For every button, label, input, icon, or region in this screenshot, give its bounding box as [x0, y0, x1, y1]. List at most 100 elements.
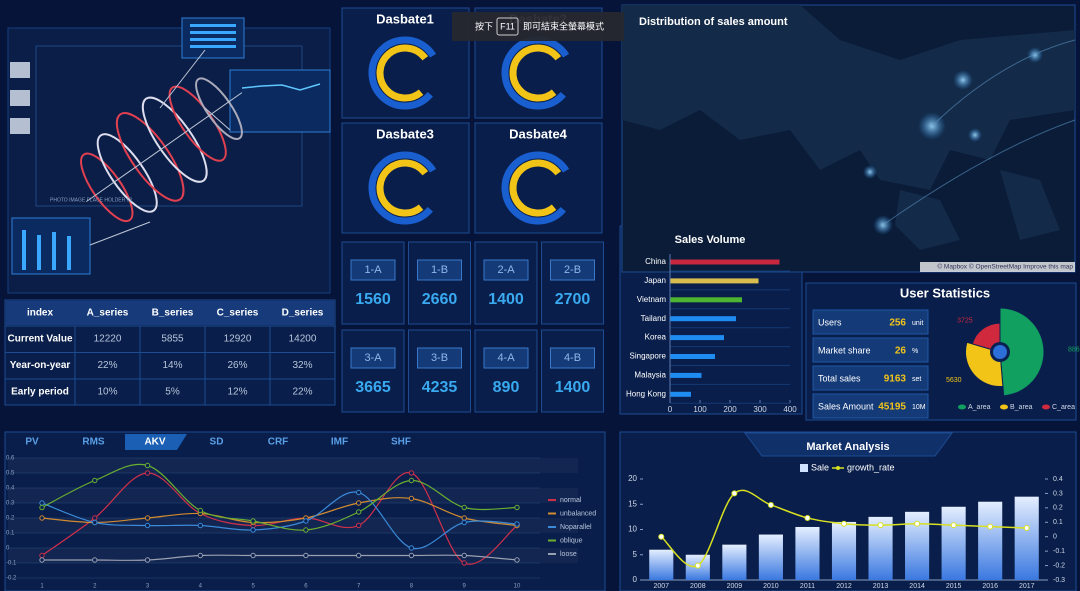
legend-label: growth_rate	[847, 462, 895, 472]
y-tick-label: Korea	[645, 333, 667, 342]
tile-value: 2660	[422, 291, 458, 308]
tile-value: 2700	[555, 291, 591, 308]
map	[621, 4, 1076, 273]
series-line	[41, 497, 518, 527]
tile-panel	[474, 241, 538, 325]
series-point	[408, 470, 415, 476]
series-point	[144, 470, 151, 476]
series-point	[303, 527, 309, 533]
series-line	[41, 472, 518, 565]
series-point	[39, 515, 45, 521]
table-cell: 32%	[292, 360, 312, 371]
y-tick-label: China	[645, 257, 666, 266]
series-point	[408, 495, 415, 502]
tile-panel	[341, 329, 405, 413]
x-tick-label: 8	[410, 584, 414, 590]
series-point	[92, 557, 98, 563]
x-tick-label: 10	[514, 584, 521, 590]
legend-swatch	[1000, 404, 1008, 410]
series-point	[355, 509, 362, 515]
stat-row	[812, 337, 929, 363]
tip-key-box	[496, 17, 519, 36]
bar	[941, 506, 966, 580]
stat-row	[812, 309, 929, 335]
x-tick-label: 9	[463, 584, 467, 590]
series-point	[731, 490, 738, 497]
tip-text: 按下	[475, 20, 493, 31]
tile-panel	[408, 241, 471, 325]
series-point	[197, 507, 204, 514]
tile-label: 1-A	[364, 264, 382, 276]
y-tick-label: Malaysia	[634, 371, 666, 380]
y-tick-label: Vietnam	[637, 295, 667, 304]
grid-band	[8, 488, 578, 503]
series-point	[92, 477, 98, 484]
stat-row	[812, 365, 929, 391]
table-cell: 5855	[161, 334, 184, 345]
legend-label: B_area	[1010, 404, 1033, 411]
tile-label: 1-B	[431, 264, 448, 276]
map-title: Distribution of sales amount	[639, 16, 788, 28]
tile-label: 4-B	[564, 352, 581, 364]
series-point	[250, 518, 256, 524]
y-tick-label: 10	[628, 525, 637, 534]
x-tick-label: 300	[753, 405, 767, 414]
pie-slice	[999, 307, 1045, 397]
series-point	[303, 518, 309, 524]
series-line	[41, 491, 518, 550]
table-header	[6, 301, 334, 325]
series-point	[841, 520, 847, 527]
tile-panel	[341, 241, 405, 325]
pie-label: 5630	[946, 377, 962, 384]
y-tick-label: 0.1	[6, 531, 15, 537]
bar	[670, 354, 715, 359]
x-tick-label: 3	[146, 584, 150, 590]
table-cell: 26%	[227, 360, 247, 371]
x-tick-label: 0	[668, 405, 673, 414]
series-point	[877, 522, 884, 529]
grid-band	[8, 458, 578, 473]
x-tick-label: 2015	[946, 583, 962, 590]
bar	[670, 278, 759, 284]
legend-label: C_area	[1052, 404, 1075, 411]
legend-label: unbalanced	[560, 510, 596, 517]
y-tick-label: 0	[633, 575, 638, 584]
tab: SHF	[391, 437, 411, 448]
tab: PV	[25, 437, 39, 448]
tile-label-box	[483, 259, 529, 281]
series-point	[408, 545, 415, 551]
tile-value: 3665	[355, 379, 391, 396]
x-tick-label: 2013	[873, 583, 889, 590]
series-point	[355, 489, 362, 496]
series-point	[950, 522, 957, 529]
tile-label-box	[550, 347, 595, 369]
bar	[758, 534, 783, 580]
series-point	[1023, 525, 1030, 532]
bar	[722, 544, 747, 580]
y-tick-label: Japan	[644, 276, 666, 285]
series-line	[42, 554, 518, 561]
hero-caption: PHOTO IMAGE PLACE HOLDER 02	[50, 197, 132, 203]
tip-key: F11	[500, 21, 515, 31]
stat-label: Users	[818, 317, 842, 327]
hero-art	[7, 17, 331, 294]
series-point	[408, 552, 415, 559]
stat-row	[812, 393, 929, 419]
chart-title: Market Analysis	[806, 441, 889, 453]
pie-core	[993, 345, 1007, 359]
y-tick-label: 20	[628, 474, 637, 483]
tile-panel	[541, 241, 604, 325]
y2-tick-label: 0	[1053, 534, 1057, 541]
y-tick-label: 15	[628, 499, 637, 508]
legend-swatch	[1042, 404, 1050, 410]
legend-label: oblique	[560, 537, 583, 544]
bar	[795, 526, 820, 580]
y2-tick-label: 0.2	[1053, 505, 1063, 512]
tile-label-box	[417, 347, 462, 369]
table-header-cell: C_series	[217, 308, 259, 319]
active-tab	[125, 434, 187, 450]
tile-label-box	[350, 347, 396, 369]
tile-label: 2-A	[497, 264, 515, 276]
series-point	[461, 552, 467, 559]
